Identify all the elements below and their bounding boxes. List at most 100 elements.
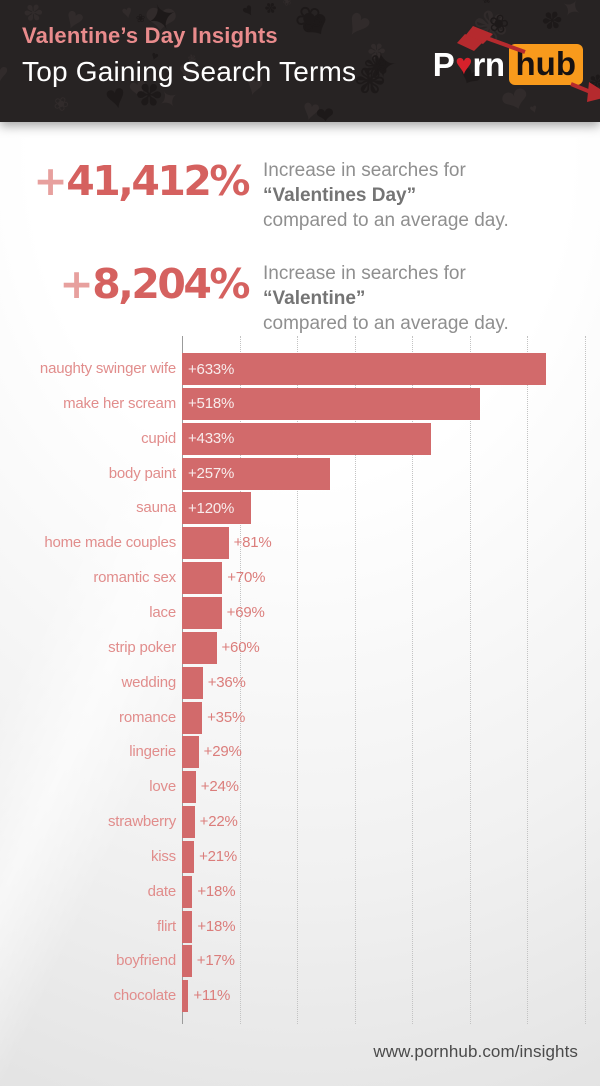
gridline [584, 336, 586, 1024]
stat-number-text: 8,204% [92, 260, 250, 308]
value-label: +18% [197, 917, 236, 935]
page-subtitle: Top Gaining Search Terms [22, 56, 357, 87]
category-label: strip poker [108, 638, 176, 656]
value-label: +22% [199, 813, 238, 831]
bar-row: boyfriend +17% [0, 945, 600, 978]
value-label: +24% [200, 778, 239, 796]
value-label: +17% [196, 952, 235, 970]
stats-section: +41,412% Increase in searches for “Valen… [0, 158, 600, 364]
plus-sign: + [59, 260, 93, 308]
stat-term: “Valentine” [263, 288, 366, 309]
category-label: body paint [108, 464, 176, 482]
value-label: +433% [188, 430, 235, 448]
bar-row: strip poker +60% [0, 631, 600, 664]
category-label: love [149, 778, 176, 796]
value-label: +70% [227, 569, 266, 587]
stat-valentines-day: +41,412% Increase in searches for “Valen… [28, 158, 600, 233]
heart-doodle-icon: ♥ [0, 56, 10, 89]
category-label: home made couples [44, 534, 176, 552]
bar: +518% [182, 387, 480, 420]
category-label: cupid [141, 429, 176, 447]
stat-term: “Valentines Day” [263, 185, 417, 206]
bar-row: sauna +120% [0, 492, 600, 525]
bar-chart: naughty swinger wife +633% make her scream… [0, 336, 600, 1026]
plus-sign: + [33, 157, 67, 205]
heart-doodle-icon: ♥ [238, 0, 258, 22]
bar-row: kiss +21% [0, 840, 600, 873]
category-label: boyfriend [116, 952, 176, 970]
stat-number-text: 41,412% [66, 157, 250, 205]
category-label: make her scream [63, 394, 176, 412]
category-label: romance [119, 708, 176, 726]
value-label: +21% [199, 847, 238, 865]
bar [182, 980, 189, 1013]
category-label: wedding [121, 673, 177, 691]
bar-row: make her scream +518% [0, 387, 600, 420]
value-label: +518% [188, 395, 235, 413]
stat-description: Increase in searches for “Valentines Day… [263, 158, 509, 233]
heart-doodle-icon: ✽ [261, 0, 280, 19]
gridline [354, 336, 356, 1024]
category-label: sauna [136, 499, 176, 517]
footer-url: www.pornhub.com/insights [373, 1042, 578, 1061]
category-label: lingerie [129, 743, 176, 761]
value-label: +18% [197, 882, 236, 900]
bar [182, 806, 195, 839]
value-label: +29% [203, 743, 242, 761]
value-label: +81% [233, 534, 272, 552]
category-label: strawberry [107, 813, 176, 831]
bar-row: lingerie +29% [0, 736, 600, 769]
bar-row: love +24% [0, 771, 600, 804]
bar-row: cupid +433% [0, 422, 600, 455]
value-label: +11% [193, 987, 231, 1005]
bar: +433% [182, 422, 431, 455]
gridline [412, 336, 413, 1024]
value-label: +633% [188, 360, 235, 378]
category-label: date [147, 882, 177, 900]
bar: +120% [182, 492, 251, 525]
bar [182, 945, 192, 978]
value-label: +60% [221, 638, 260, 656]
value-label: +120% [188, 499, 235, 517]
bar [182, 736, 199, 769]
bar [182, 596, 222, 629]
pornhub-logo: P ♥ rn hub [433, 26, 600, 102]
heart-doodle-icon: ❃ [361, 48, 390, 86]
bar-row: wedding +36% [0, 666, 600, 699]
bar-row: romantic sex +70% [0, 562, 600, 595]
gridline [527, 336, 528, 1024]
bar-row: lace +69% [0, 596, 600, 629]
category-label: kiss [150, 847, 176, 865]
value-label: +35% [207, 708, 246, 726]
page-title: Valentine’s Day Insights [22, 23, 278, 48]
bar [182, 666, 203, 699]
bar-row: romance +35% [0, 701, 600, 734]
category-label: chocolate [113, 987, 177, 1005]
bar [182, 910, 193, 943]
stat-line1: Increase in searches for [263, 263, 466, 284]
stat-valentine: +8,204% Increase in searches for “Valent… [28, 261, 600, 336]
category-label: naughty swinger wife [39, 360, 176, 377]
stat-value: +41,412% [28, 161, 250, 202]
bar [182, 701, 203, 734]
heart-doodle-icon: ✽ [586, 70, 600, 96]
bar [182, 875, 193, 908]
stat-line1: Increase in searches for [263, 160, 466, 181]
bar: +633% [182, 353, 546, 385]
header-titles: Valentine’s Day Insights Top Gaining Sea… [22, 23, 356, 88]
bar-row: body paint +257% [0, 457, 600, 490]
bar: +257% [182, 457, 330, 490]
bar [182, 840, 195, 873]
category-label: flirt [157, 917, 176, 935]
bar [182, 771, 196, 804]
stat-line2: compared to an average day. [263, 313, 509, 334]
gridline [297, 336, 298, 1024]
bar-row: home made couples +81% [0, 527, 600, 560]
stat-description: Increase in searches for “Valentine” com… [263, 261, 509, 336]
bar-row: date +18% [0, 875, 600, 908]
bar-row: chocolate +11% [0, 980, 600, 1013]
bar [182, 631, 217, 664]
bar-row: naughty swinger wife +633% [0, 353, 600, 385]
bar [182, 527, 229, 560]
bar [182, 562, 223, 595]
